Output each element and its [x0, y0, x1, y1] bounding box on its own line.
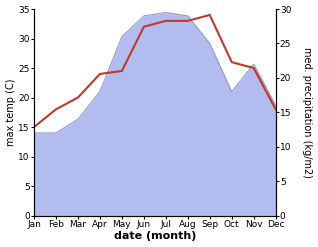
X-axis label: date (month): date (month)	[114, 231, 196, 242]
Y-axis label: max temp (C): max temp (C)	[5, 79, 16, 146]
Y-axis label: med. precipitation (kg/m2): med. precipitation (kg/m2)	[302, 47, 313, 178]
